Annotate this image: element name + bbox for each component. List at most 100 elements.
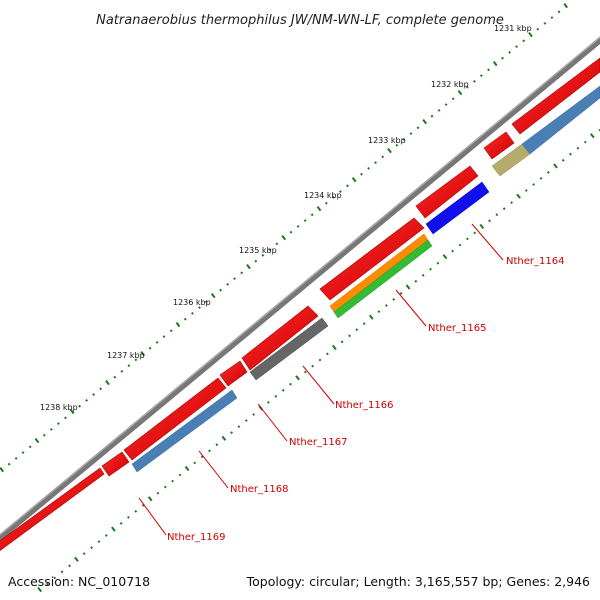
gc-dot	[409, 132, 413, 136]
gc-dot	[569, 152, 572, 156]
gc-dot	[395, 143, 399, 147]
gc-dot	[421, 273, 425, 277]
gc-dot	[85, 398, 89, 402]
gc-dot	[416, 126, 420, 130]
gc-dot	[97, 540, 101, 544]
gc-dot	[368, 314, 374, 320]
gc-dot	[479, 74, 483, 78]
gc-dot	[215, 443, 219, 447]
cog-block-1164[interactable]	[425, 181, 490, 235]
gc-dot	[64, 416, 67, 420]
cog-block-1166[interactable]	[249, 317, 329, 381]
cds-arrow[interactable]	[511, 57, 600, 135]
gc-dot	[384, 304, 388, 307]
gc-dot	[362, 322, 366, 326]
gc-dot	[546, 170, 550, 174]
tick-label-1234: 1234 kbp	[304, 191, 342, 200]
gene-label-1164[interactable]: Nther_1164	[506, 256, 564, 267]
tick-label-1232: 1232 kbp	[431, 80, 469, 89]
gc-dot	[226, 282, 230, 286]
gc-dot	[120, 369, 124, 373]
gc-dot	[21, 451, 25, 455]
gc-dot	[399, 291, 403, 295]
gc-dot	[536, 27, 540, 31]
gc-dot	[422, 119, 428, 125]
gc-dot	[104, 534, 108, 537]
gc-dot	[78, 404, 82, 408]
cds-arrow[interactable]	[241, 305, 319, 371]
gc-dot	[140, 351, 146, 357]
gc-dot	[163, 485, 167, 489]
gc-dot	[274, 394, 278, 398]
gc-dot	[126, 515, 130, 519]
gc-content-outer	[0, 3, 569, 473]
gc-dot	[311, 364, 315, 368]
gc-dot	[183, 317, 187, 321]
gene-label-1169[interactable]: Nther_1169	[167, 532, 225, 543]
gc-dot	[105, 380, 110, 386]
gc-dot	[473, 231, 477, 235]
gc-dot	[405, 284, 411, 290]
gene-label-1166[interactable]: Nther_1166	[335, 400, 393, 411]
gc-dot	[414, 279, 418, 283]
gc-dot	[266, 400, 270, 404]
gc-dot	[252, 413, 256, 416]
map-title: Natranaerobius thermophilus JW/NM-WN-LF,…	[96, 13, 504, 28]
gc-dot	[430, 114, 434, 118]
gc-dot	[49, 427, 53, 431]
cog-block-1168[interactable]	[131, 389, 238, 473]
cds-arrow[interactable]	[123, 377, 227, 461]
tick-label-1237: 1237 kbp	[107, 351, 145, 360]
gc-dot	[246, 264, 251, 270]
gc-dot	[240, 271, 244, 275]
gc-dot	[7, 462, 11, 466]
cog-track	[131, 85, 600, 473]
gc-dot	[348, 334, 351, 338]
gc-dot	[532, 183, 536, 186]
gene-label-1165[interactable]: Nther_1165	[428, 323, 486, 334]
gc-dot	[178, 473, 182, 477]
gc-dot	[524, 189, 528, 192]
gc-dot	[310, 213, 314, 217]
cds-arrow[interactable]	[415, 165, 479, 219]
gc-dot	[528, 32, 533, 38]
gc-dot	[338, 190, 342, 194]
gc-dot	[119, 521, 123, 525]
gc-dot	[237, 425, 241, 429]
cog-block-1165-green[interactable]	[333, 239, 433, 319]
gc-dot	[563, 3, 569, 9]
gc-dot	[377, 310, 381, 314]
gc-dot	[515, 45, 519, 49]
gc-dot	[82, 552, 86, 556]
gc-dot	[583, 140, 587, 144]
gc-dot	[543, 21, 547, 25]
cog-block-upper[interactable]	[521, 85, 600, 155]
gc-dot	[472, 79, 476, 83]
gc-dot	[190, 311, 194, 315]
gc-dot	[598, 128, 600, 132]
gc-dot	[60, 570, 64, 574]
gc-dot	[367, 166, 371, 170]
cds-arrow[interactable]	[0, 467, 105, 558]
gc-dot	[510, 201, 514, 205]
gc-dot	[539, 176, 543, 180]
gc-dot	[68, 564, 71, 568]
gc-dot	[487, 68, 490, 72]
gc-dot	[451, 97, 455, 101]
gene-label-1168[interactable]: Nther_1168	[230, 484, 288, 495]
gc-dot	[346, 184, 349, 188]
cds-arrow[interactable]	[319, 217, 425, 301]
cds-arrow[interactable]	[101, 451, 130, 477]
cds-arrow[interactable]	[219, 360, 248, 387]
gene-labels: Nther_1164 Nther_1165 Nther_1166 Nther_1…	[167, 256, 564, 543]
gc-dot	[208, 449, 211, 453]
gene-label-1167[interactable]: Nther_1167	[289, 437, 347, 448]
genome-summary-text: Topology: circular; Length: 3,165,557 bp…	[246, 574, 590, 589]
gc-dot	[244, 419, 248, 422]
gc-dot	[45, 582, 49, 586]
gc-dot	[90, 546, 94, 550]
gc-dot	[508, 50, 512, 54]
gc-dot	[53, 576, 57, 580]
gc-dot	[502, 207, 506, 211]
cds-arrow[interactable]	[483, 131, 515, 160]
